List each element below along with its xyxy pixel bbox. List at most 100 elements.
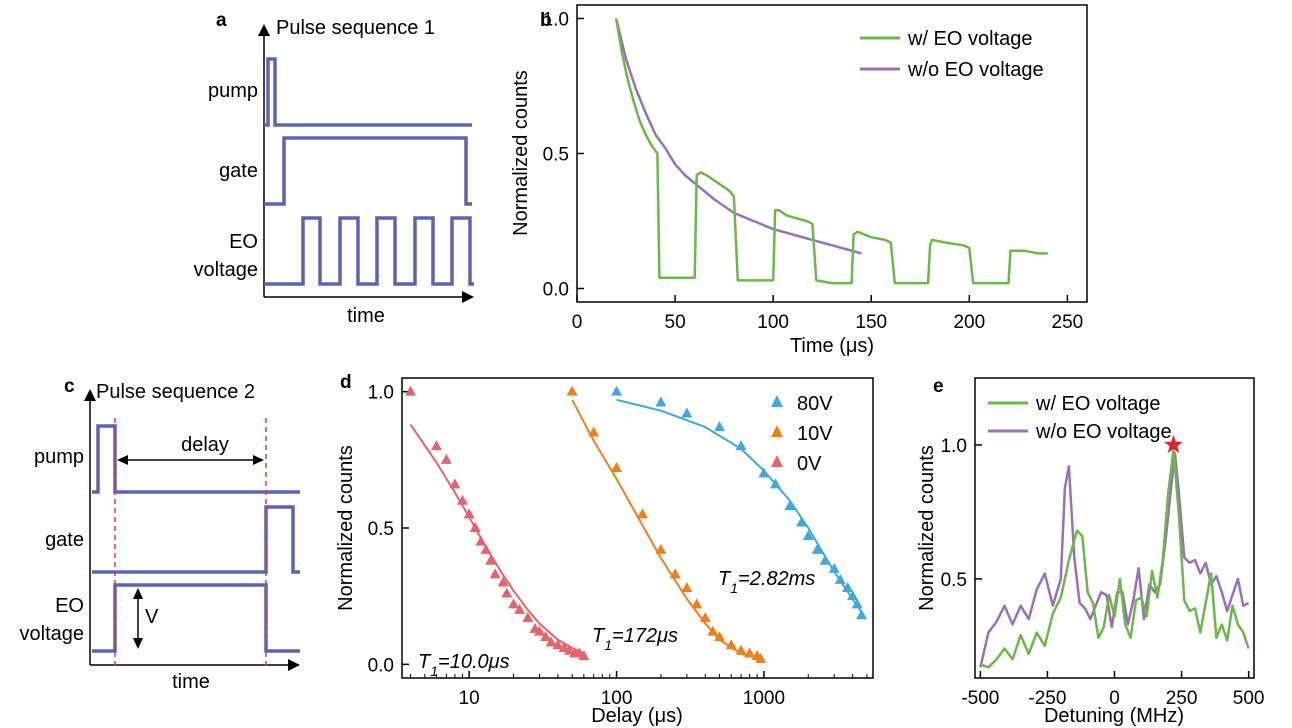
panel-d-point-0v (522, 612, 534, 622)
panel-d-point-10v (566, 385, 578, 396)
panel-d-ylabel: Normalized counts (335, 445, 357, 611)
panel-d-point-0v (449, 478, 461, 489)
panel-d-point-10v (707, 625, 719, 636)
panel-d-point-80v (655, 396, 667, 407)
panel-d-annotation-80v: T1=2.82ms (718, 568, 815, 596)
panel-d-point-80v (842, 582, 854, 592)
panel-b-ytick-label: 0.0 (543, 280, 569, 301)
panel-d-point-10v (611, 462, 623, 472)
panel-d-point-10v (699, 612, 711, 622)
panel-d-point-0v (508, 598, 520, 609)
panel-d-legend-marker-10v (771, 425, 783, 437)
panel-e-ytick-label: 1.0 (941, 436, 967, 457)
panel-e-xlabel: Detuning (MHz) (1044, 705, 1184, 727)
panel-c-v-label: V (145, 606, 159, 628)
panel-d-point-80v (714, 421, 726, 432)
panel-a-title: Pulse sequence 1 (276, 17, 435, 39)
panel-d: d 10 100 1000 0.0 0.5 1.0 Delay (μs) Normaliz… (335, 372, 874, 727)
panel-b-legend-label-without-eo: w/o EO voltage (907, 59, 1044, 81)
panel-d-xtick-label: 10 (459, 688, 480, 709)
panel-d-point-80v (856, 609, 868, 620)
panel-d-point-0v (489, 568, 501, 579)
panel-d-xtick-label: 100 (601, 688, 633, 709)
panel-d-series (405, 385, 868, 663)
panel-d-point-10v (755, 652, 767, 663)
panel-d-ytick-label: 1.0 (368, 383, 394, 404)
panel-d-point-80v (828, 562, 840, 573)
panel-c-pump-pulse (92, 424, 300, 494)
panel-d-point-0v (480, 543, 492, 554)
panel-e-star-marker (1164, 435, 1183, 454)
panel-e-series-with-eo (980, 449, 1250, 669)
panel-d-legend-label-0v: 0V (797, 453, 822, 475)
panel-e-ylabel: Normalized counts (916, 445, 938, 611)
panel-d-point-10v (744, 647, 756, 658)
panel-b-xtick-label: 100 (757, 312, 789, 333)
panel-c-letter: c (64, 376, 75, 397)
panel-d-point-0v (430, 440, 442, 451)
panel-d-point-0v (456, 494, 468, 505)
panel-a-y-arrow (258, 24, 270, 36)
panel-d-xtick-label: 1000 (743, 688, 785, 709)
panel-d-point-0v (533, 625, 545, 636)
panel-e-xtick-label: -250 (1028, 688, 1066, 709)
panel-e-xtick-label: 0 (1109, 688, 1120, 709)
panel-d-letter: d (340, 372, 352, 393)
panel-c-eo-pulse (92, 583, 300, 653)
panel-e-legend-label-with-eo: w/ EO voltage (1035, 393, 1161, 415)
panel-b-xtick-label: 50 (665, 312, 686, 333)
panel-d-point-10v (691, 598, 703, 609)
panel-c-x-arrow (288, 659, 300, 671)
panel-a-xlabel: time (347, 305, 385, 327)
panel-a-row-pump: pump (208, 80, 258, 102)
panel-d-point-80v (770, 478, 782, 489)
panel-d-point-10v (655, 543, 667, 554)
panel-d-point-0v (558, 642, 570, 652)
panel-d-point-0v (440, 453, 452, 464)
panel-d-point-10v (735, 644, 747, 655)
panel-a-pump-pulse (264, 57, 472, 127)
panel-b-xtick-label: 0 (572, 312, 583, 333)
panel-d-xlabel: Delay (μs) (591, 705, 683, 727)
panel-d-point-0v (540, 631, 552, 642)
panel-d-point-80v (847, 590, 859, 601)
panel-c-v-arrowhead-bottom (133, 638, 143, 649)
panel-e-xtick-label: 250 (1166, 688, 1198, 709)
panel-a-row-voltage: voltage (194, 259, 259, 281)
panel-d-point-80v (735, 440, 747, 451)
panel-d-ticks: 10 100 1000 0.0 0.5 1.0 (368, 383, 868, 709)
panel-d-point-80v (834, 573, 846, 584)
panel-d-point-0v (514, 603, 526, 614)
panel-d-point-0v (469, 522, 481, 532)
panel-d-point-80v (819, 554, 831, 565)
panel-d-point-80v (851, 598, 863, 609)
panel-c-delay-label: delay (181, 434, 229, 456)
panel-e: e -500 -250 0 250 500 0.5 1.0 Detuning (MHz) N… (916, 376, 1264, 727)
panel-c-delay-arrowhead-left (117, 455, 128, 465)
panel-d-point-80v (681, 407, 693, 418)
panel-d-point-80v (784, 500, 796, 511)
panel-d-point-10v (725, 639, 737, 650)
panel-d-point-10v (714, 631, 726, 642)
panel-d-point-0v (405, 385, 417, 396)
panel-c-delay-arrowhead-right (253, 455, 264, 465)
panel-d-point-0v (578, 650, 590, 661)
panel-d-point-10v (669, 568, 681, 579)
panel-a-eo-pulse (264, 216, 474, 286)
panel-c-gate-pulse (92, 505, 300, 574)
panel-d-point-80v (758, 467, 770, 478)
panel-d-legend-label-80v: 80V (797, 393, 833, 415)
panel-e-legend-label-without-eo: w/o EO voltage (1035, 421, 1172, 443)
panel-d-ytick-label: 0.0 (368, 655, 394, 676)
panel-e-series (979, 435, 1250, 669)
panel-e-xtick-label: 500 (1233, 688, 1265, 709)
panel-b-legend-label-with-eo: w/ EO voltage (907, 28, 1033, 50)
panel-d-point-10v (681, 582, 693, 592)
panel-d-point-0v (497, 576, 509, 587)
panel-e-series-without-eo (979, 451, 1250, 668)
panel-c-row-eo: EO (55, 595, 84, 617)
panel-a: a Pulse sequence 1 pump gate EO voltage … (194, 10, 474, 327)
panel-d-legend-marker-0v (771, 455, 783, 467)
panel-a-row-gate: gate (219, 160, 258, 182)
